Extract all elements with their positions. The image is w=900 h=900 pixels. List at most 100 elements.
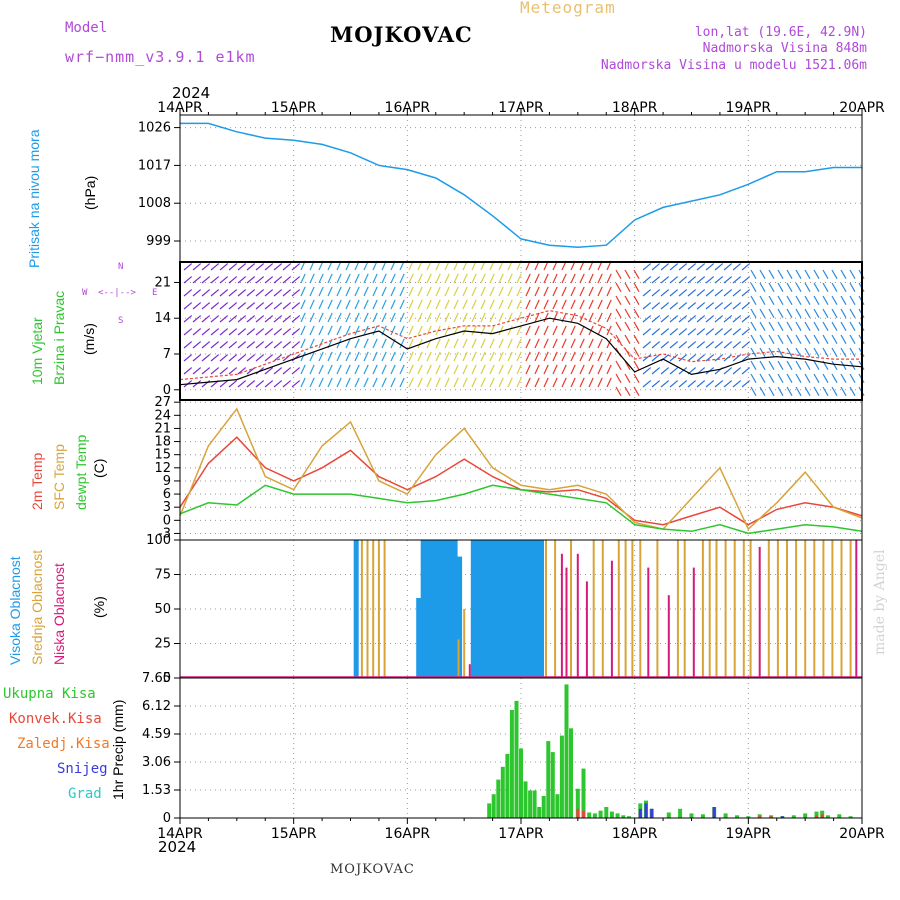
wind-arrow [345, 377, 351, 388]
wind-arrow [705, 289, 715, 297]
wind-arrow [840, 295, 847, 305]
wind-arrow [822, 334, 829, 344]
wind-arrow [777, 308, 784, 318]
wind-arrow [651, 380, 661, 388]
wind-arrow [264, 380, 274, 388]
wind-arrow [273, 315, 283, 323]
precip-bar [546, 741, 551, 818]
wind-arrow [336, 286, 342, 297]
temp-axis-tick-label: 18 [154, 435, 171, 450]
precip-bar [689, 813, 694, 818]
cloud-bar-mid [724, 540, 727, 678]
wind-arrow [264, 276, 274, 284]
wind-arrow [543, 351, 549, 362]
wind-arrow [804, 269, 811, 279]
wind-arrow [669, 276, 679, 284]
precip-bar [848, 816, 853, 818]
wind-arrow [471, 377, 477, 388]
wind-arrow [795, 308, 802, 318]
wind-arrow [633, 282, 640, 292]
wind-arrow [723, 341, 733, 349]
wind-arrow [219, 367, 229, 375]
precip-bar [582, 810, 585, 818]
wind-arrow [318, 325, 324, 336]
wind-arrow [525, 325, 531, 336]
wind-arrow [183, 302, 193, 310]
wind-arrow [687, 315, 697, 323]
wind-arrow [660, 315, 670, 323]
wind-arrow [471, 338, 477, 349]
wind-arrow [264, 263, 274, 271]
wind-arrow [525, 351, 531, 362]
precip-bar [532, 790, 537, 818]
wind-arrow [696, 328, 706, 336]
wind-arrow [606, 364, 612, 375]
cloud-bar-high [511, 540, 517, 678]
wind-arrow [318, 364, 324, 375]
precip-bar [780, 816, 784, 818]
wind-arrow [660, 302, 670, 310]
wind-arrow [246, 276, 256, 284]
wind-arrow [300, 299, 306, 310]
wind-arrow [570, 312, 576, 323]
wind-arrow [516, 273, 522, 284]
wind-arrow [201, 328, 211, 336]
wind-arrow [498, 312, 504, 323]
model-label: Model [65, 20, 108, 36]
wind-arrow [588, 299, 594, 310]
wind-arrow [615, 334, 622, 344]
wind-arrow [849, 386, 856, 396]
wind-arrow [570, 325, 576, 336]
wind-arrow [507, 338, 513, 349]
wind-arrow [633, 386, 640, 396]
wind-arrow [453, 286, 459, 297]
wind-arrow [354, 338, 360, 349]
wind-arrow [714, 328, 724, 336]
wind-arrow [435, 312, 441, 323]
wind-arrow [300, 286, 306, 297]
precip-bar [757, 814, 762, 818]
cloud-bar-mid [545, 540, 547, 678]
cloud-bar-mid [708, 540, 711, 678]
wind-arrow [372, 351, 378, 362]
wind-arrow [210, 328, 220, 336]
wind-arrow [678, 276, 688, 284]
wind-arrow [291, 380, 301, 388]
x-tick-label-bottom: 14APR [157, 826, 203, 842]
wind-arrow [786, 373, 793, 383]
wind-arrow [390, 299, 396, 310]
wind-arrow [570, 273, 576, 284]
wind-arrow [462, 364, 468, 375]
wind-arrow [381, 299, 387, 310]
wind-arrow [507, 273, 513, 284]
wind-arrow [399, 286, 405, 297]
wind-arrow [777, 269, 784, 279]
wind-arrow [228, 315, 238, 323]
wind-arrow [768, 269, 775, 279]
cloud-bar-mid [822, 540, 825, 678]
wind-arrow [525, 312, 531, 323]
precip-axis-tick-label: 1.53 [142, 783, 171, 798]
wind-arrow [273, 276, 283, 284]
wind-arrow [813, 386, 820, 396]
pressure-axis-tick-label: 1017 [138, 158, 171, 173]
wind-arrow [822, 282, 829, 292]
wind-arrow [840, 308, 847, 318]
precip-bar [650, 808, 654, 818]
cloud-bar-mid [733, 540, 736, 678]
temp-axis-tick-label: 27 [154, 395, 171, 410]
precip-bar [598, 810, 603, 818]
wind-arrow [750, 269, 757, 279]
cloud-bar-mid [617, 540, 620, 678]
wind-arrow [696, 289, 706, 297]
wind-arrow [399, 312, 405, 323]
wind-arrow [714, 302, 724, 310]
precip-bar [700, 814, 705, 818]
wind-arrow [480, 286, 486, 297]
wind-arrow [210, 302, 220, 310]
wind-arrow [768, 360, 775, 370]
precip-bar [666, 812, 671, 818]
cloud-bar-high [525, 540, 531, 678]
wind-arrow [318, 299, 324, 310]
precip-bar [559, 735, 564, 818]
